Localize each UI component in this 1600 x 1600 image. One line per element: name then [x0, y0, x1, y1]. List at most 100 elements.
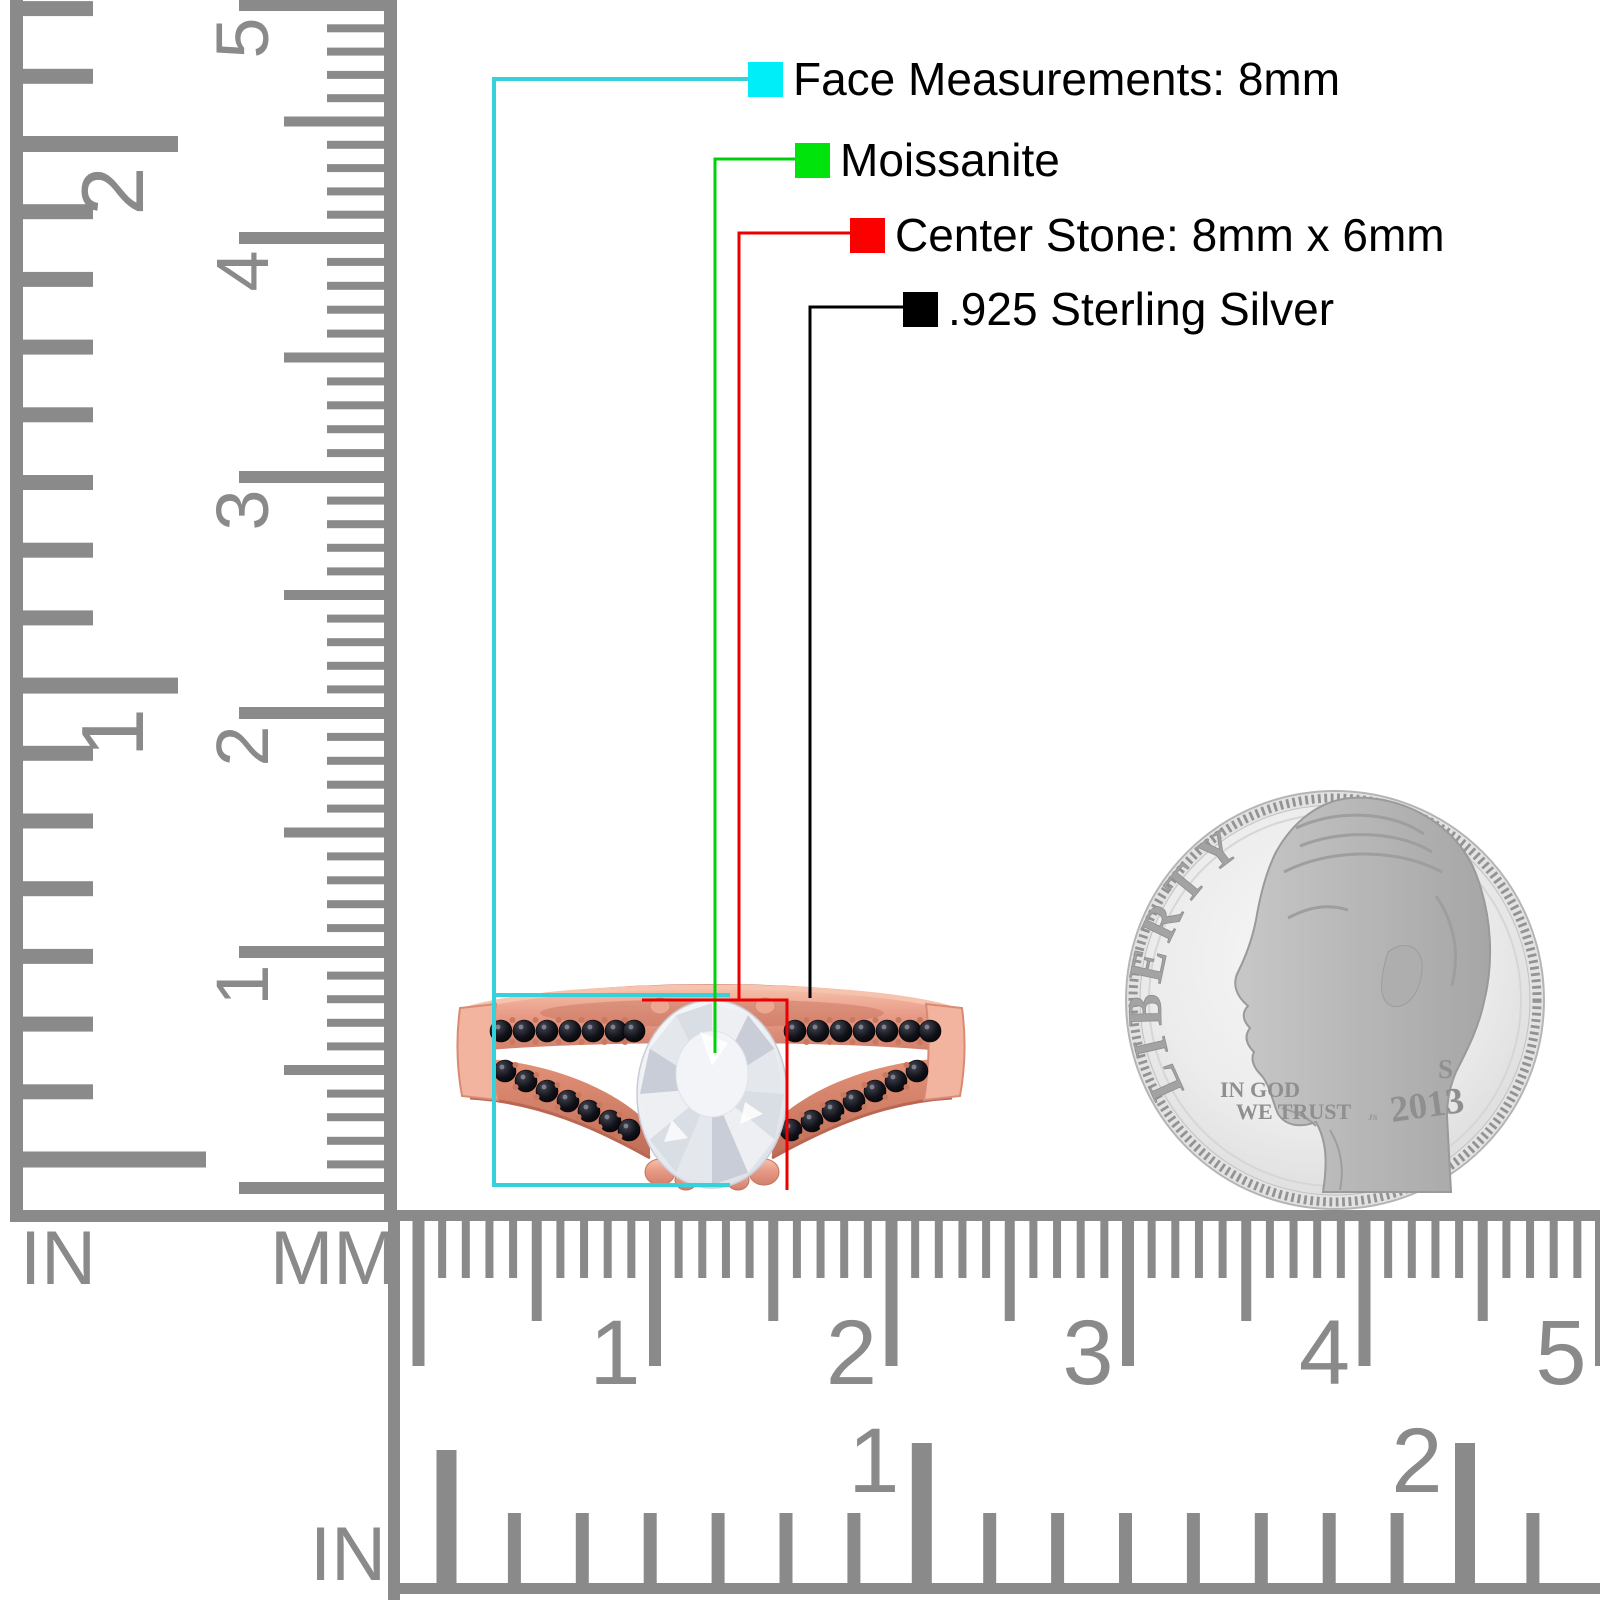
ruler-tick: [23, 813, 93, 829]
ruler-tick: [23, 948, 93, 964]
ruler-tick: [507, 1513, 521, 1583]
ruler-tick: [327, 756, 384, 765]
pave-stone-glint: [583, 1104, 589, 1110]
bead-prong: [555, 1017, 562, 1023]
pave-stone-glint: [520, 1074, 526, 1080]
pave-stone: [783, 1019, 807, 1043]
ruler-tick: [23, 136, 178, 152]
portrait-ear: [1381, 945, 1423, 1008]
ruler-tick: [239, 707, 384, 719]
pave-stone: [556, 1089, 580, 1113]
ruler-tick: [1265, 1221, 1274, 1278]
ruler-tick: [327, 1018, 384, 1027]
portrait-hair-lines: [1281, 813, 1457, 1191]
callout-moissanite: Moissanite: [795, 134, 1060, 186]
bead-prong: [575, 1114, 582, 1120]
ruler-tick: [327, 425, 384, 434]
ruler-tick: [327, 567, 384, 576]
pave-stone: [918, 1019, 942, 1043]
bead-prong: [616, 1133, 623, 1140]
pave-stone-glint: [587, 1024, 593, 1030]
callout-line-material: [713, 157, 796, 1053]
pave-stone-glint: [610, 1024, 616, 1030]
ruler-tick: [1573, 1221, 1582, 1278]
ruler-tick: [603, 1221, 612, 1278]
bead-prong: [533, 1094, 540, 1100]
ruler-tick: [438, 1221, 447, 1278]
ruler-tick: [575, 1513, 589, 1583]
ruler-tick: [327, 305, 384, 314]
ruler-bar: [10, 1210, 397, 1222]
ruler-bar: [384, 0, 397, 1212]
ruler-tick: [1076, 1221, 1085, 1278]
bead-prong: [882, 1094, 889, 1100]
ruler-tick: [327, 377, 384, 386]
bead-prong: [903, 1062, 910, 1068]
ruler-tick: [556, 1221, 565, 1278]
ruler-bar: [388, 1210, 400, 1600]
pave-stone: [535, 1019, 559, 1043]
pave-stone-glint: [827, 1104, 833, 1110]
pave-stone: [617, 1118, 641, 1142]
ruler-tick: [327, 995, 384, 1004]
ruler-tick: [1313, 1221, 1322, 1278]
roosevelt-portrait: [1234, 796, 1492, 1193]
ruler-tick: [327, 780, 384, 789]
ruler-tick: [327, 1113, 384, 1122]
ring-band-end-left: [456, 1002, 500, 1102]
pave-stone-glint: [495, 1024, 501, 1030]
ruler-tick: [327, 187, 384, 196]
ruler-tick: [327, 924, 384, 933]
ruler-tick: [1407, 1221, 1416, 1278]
ruler-tick: [327, 876, 384, 885]
bead-prong: [803, 1039, 810, 1045]
ruler-tick: [1477, 1221, 1488, 1321]
coin-year: 2013: [1388, 1080, 1467, 1131]
bead-prong: [917, 1017, 923, 1023]
ruler-tick: [284, 352, 384, 363]
pave-stone-glint: [911, 1064, 917, 1070]
ruler-tick: [768, 1221, 779, 1321]
face-measurements-swatch: [748, 61, 783, 97]
bead-prong: [554, 1082, 561, 1088]
pave-stone-glint: [499, 1064, 505, 1070]
ruler-bar: [388, 1210, 1600, 1221]
ruler-number: 3: [1062, 1302, 1113, 1404]
coin-mint-mark: S: [1438, 1054, 1453, 1084]
callout-label: Center Stone: 8mm x 6mm: [895, 209, 1445, 261]
pave-stone: [806, 1019, 830, 1043]
ruler-tick: [327, 94, 384, 103]
ruler-tick: [698, 1221, 707, 1278]
bead-prong: [798, 1111, 805, 1118]
ruler-tick: [23, 881, 93, 897]
ruler-tick: [239, 1182, 384, 1194]
ruler-tick: [1122, 1221, 1134, 1366]
ruler-tick: [1431, 1221, 1440, 1278]
ruler-number: 5: [1535, 1302, 1586, 1404]
ruler-left-millimeters: 1 2 3 4 5: [201, 0, 397, 1212]
bead-prong: [622, 1039, 628, 1045]
ruler-tick: [327, 210, 384, 219]
ruler-tick: [674, 1221, 683, 1278]
ruler-tick: [327, 1089, 384, 1098]
gem-sparkle: [664, 1120, 688, 1142]
pave-stone-glint: [924, 1024, 930, 1030]
ruler-number: 1: [63, 708, 162, 757]
center-stone-swatch: [850, 217, 885, 253]
ruler-tick: [1358, 1221, 1371, 1366]
ruler-tick: [779, 1513, 793, 1583]
ruler-number: 2: [201, 725, 284, 766]
pave-stone: [493, 1059, 517, 1083]
pave-stone: [558, 1019, 582, 1043]
ruler-tick: [982, 1221, 991, 1278]
bead-prong: [509, 1039, 516, 1045]
bead-prong: [596, 1102, 603, 1108]
ruler-tick: [1455, 1221, 1464, 1278]
pave-stone: [829, 1019, 853, 1043]
ruler-tick: [239, 946, 384, 958]
ruler-tick: [840, 1221, 849, 1278]
ruler-number: 2: [826, 1302, 877, 1404]
pave-stone: [535, 1079, 559, 1103]
